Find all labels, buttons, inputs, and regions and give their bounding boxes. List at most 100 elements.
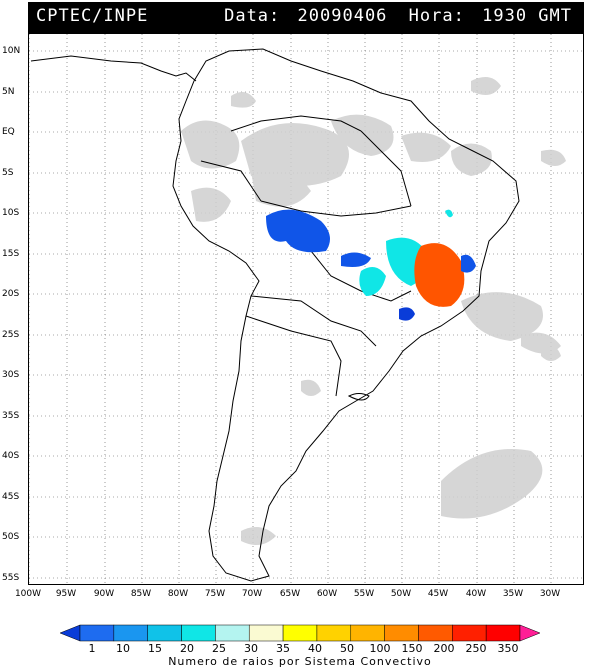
cell-blue [399, 307, 415, 321]
lat-tick-label: 55S [2, 573, 20, 583]
cloud-patch [231, 92, 256, 108]
lat-tick-label: 10S [2, 208, 20, 218]
map-canvas [29, 34, 583, 584]
colorbar-swatch [316, 624, 352, 642]
colorbar-swatch [113, 624, 148, 642]
cloud-patch [451, 143, 492, 176]
lat-tick-label: 40S [2, 451, 20, 461]
country-border [200, 160, 262, 202]
cell-cyan [445, 209, 453, 218]
country-border [230, 115, 362, 132]
cell-low [266, 209, 330, 253]
falkland-islands [347, 393, 370, 401]
lat-tick-label: 25S [2, 330, 20, 340]
lon-tick-label: 65W [279, 589, 301, 599]
colorbar-swatch [282, 624, 318, 642]
colorbar-label: 20 [180, 642, 194, 655]
colorbar-swatch [384, 624, 419, 642]
lat-tick-label: 15S [2, 249, 20, 259]
country-border [250, 295, 377, 347]
cell-cyan [359, 267, 386, 296]
cloud-patch [181, 120, 240, 169]
lon-tick-label: 70W [241, 589, 263, 599]
cloud-patch [241, 527, 276, 545]
lat-tick-label: 35S [2, 411, 20, 421]
coastline [30, 48, 520, 582]
cloud-patch [331, 114, 394, 156]
colorbar-label: 150 [401, 642, 423, 655]
lon-tick-label: 90W [93, 589, 115, 599]
time-value: 1930 GMT [482, 6, 572, 26]
colorbar-arrow-right [519, 624, 541, 642]
colorbar-label: 40 [308, 642, 322, 655]
lon-tick-label: 40W [465, 589, 487, 599]
map-panel [28, 33, 584, 585]
cloud-patch [541, 149, 566, 166]
colorbar [59, 624, 541, 642]
colorbar-swatch [485, 624, 521, 642]
lat-tick-label: 30S [2, 370, 20, 380]
lon-tick-label: 95W [55, 589, 77, 599]
lon-tick-label: 50W [390, 589, 412, 599]
colorbar-label: 30 [244, 642, 258, 655]
colorbar-swatch [215, 624, 250, 642]
agency-name: CPTEC/INPE [36, 6, 149, 26]
colorbar-label: 15 [148, 642, 162, 655]
lon-tick-label: 100W [14, 589, 42, 599]
south-america-outline [172, 48, 520, 582]
lat-tick-label: 5S [2, 168, 14, 178]
colorbar-label: 50 [340, 642, 354, 655]
lat-tick-label: 20S [2, 289, 20, 299]
colorbar-swatch [79, 624, 115, 642]
colorbar-swatch [452, 624, 487, 642]
cloud-patch [471, 77, 501, 95]
colorbar-caption: Numero de raios por Sistema Convectivo [168, 655, 432, 668]
colorbar-label: 100 [369, 642, 391, 655]
colorbar-swatch [418, 624, 453, 642]
lon-tick-label: 45W [427, 589, 449, 599]
date-label: Data: [224, 6, 281, 26]
lon-tick-label: 75W [204, 589, 226, 599]
lon-tick-label: 30W [539, 589, 561, 599]
cloud-patch [541, 344, 561, 361]
colorbar-label: 35 [276, 642, 290, 655]
central-america-outline [30, 55, 197, 82]
lon-tick-label: 85W [130, 589, 152, 599]
country-border [260, 200, 412, 217]
lat-tick-label: 5N [2, 87, 15, 97]
colorbar-swatch [350, 624, 385, 642]
lat-tick-label: 45S [2, 492, 20, 502]
lon-tick-label: 60W [316, 589, 338, 599]
lat-tick-label: 50S [2, 532, 20, 542]
cloud-patch [401, 132, 451, 162]
country-border [245, 315, 342, 397]
cloud-patch [191, 187, 231, 222]
colorbar-label: 350 [497, 642, 519, 655]
colorbar-swatch [147, 624, 182, 642]
colorbar-label: 1 [88, 642, 96, 655]
lat-tick-label: 10N [2, 46, 21, 56]
lon-tick-label: 55W [353, 589, 375, 599]
time-label: Hora: [408, 6, 465, 26]
lon-tick-label: 80W [167, 589, 189, 599]
colorbar-swatches [59, 624, 541, 642]
colorbar-arrow-left [59, 624, 81, 642]
colorbar-swatch [248, 624, 284, 642]
map-header: CPTEC/INPE Data: 20090406 Hora: 1930 GMT [28, 2, 584, 33]
colorbar-label: 10 [116, 642, 130, 655]
cloud-patch [441, 449, 543, 519]
timestamp: Data: 20090406 Hora: 1930 GMT [214, 6, 572, 26]
cloud-cover [181, 77, 566, 545]
cloud-patch [251, 168, 311, 207]
convective-cells [266, 209, 476, 321]
cell-low [461, 254, 476, 273]
colorbar-label: 25 [212, 642, 226, 655]
lat-tick-label: EQ [2, 127, 15, 137]
lon-tick-label: 35W [502, 589, 524, 599]
colorbar-swatch [181, 624, 216, 642]
cloud-patch [301, 379, 321, 396]
cell-low [341, 252, 371, 267]
colorbar-label: 250 [465, 642, 487, 655]
cell-orange [414, 243, 465, 307]
colorbar-label: 200 [433, 642, 455, 655]
